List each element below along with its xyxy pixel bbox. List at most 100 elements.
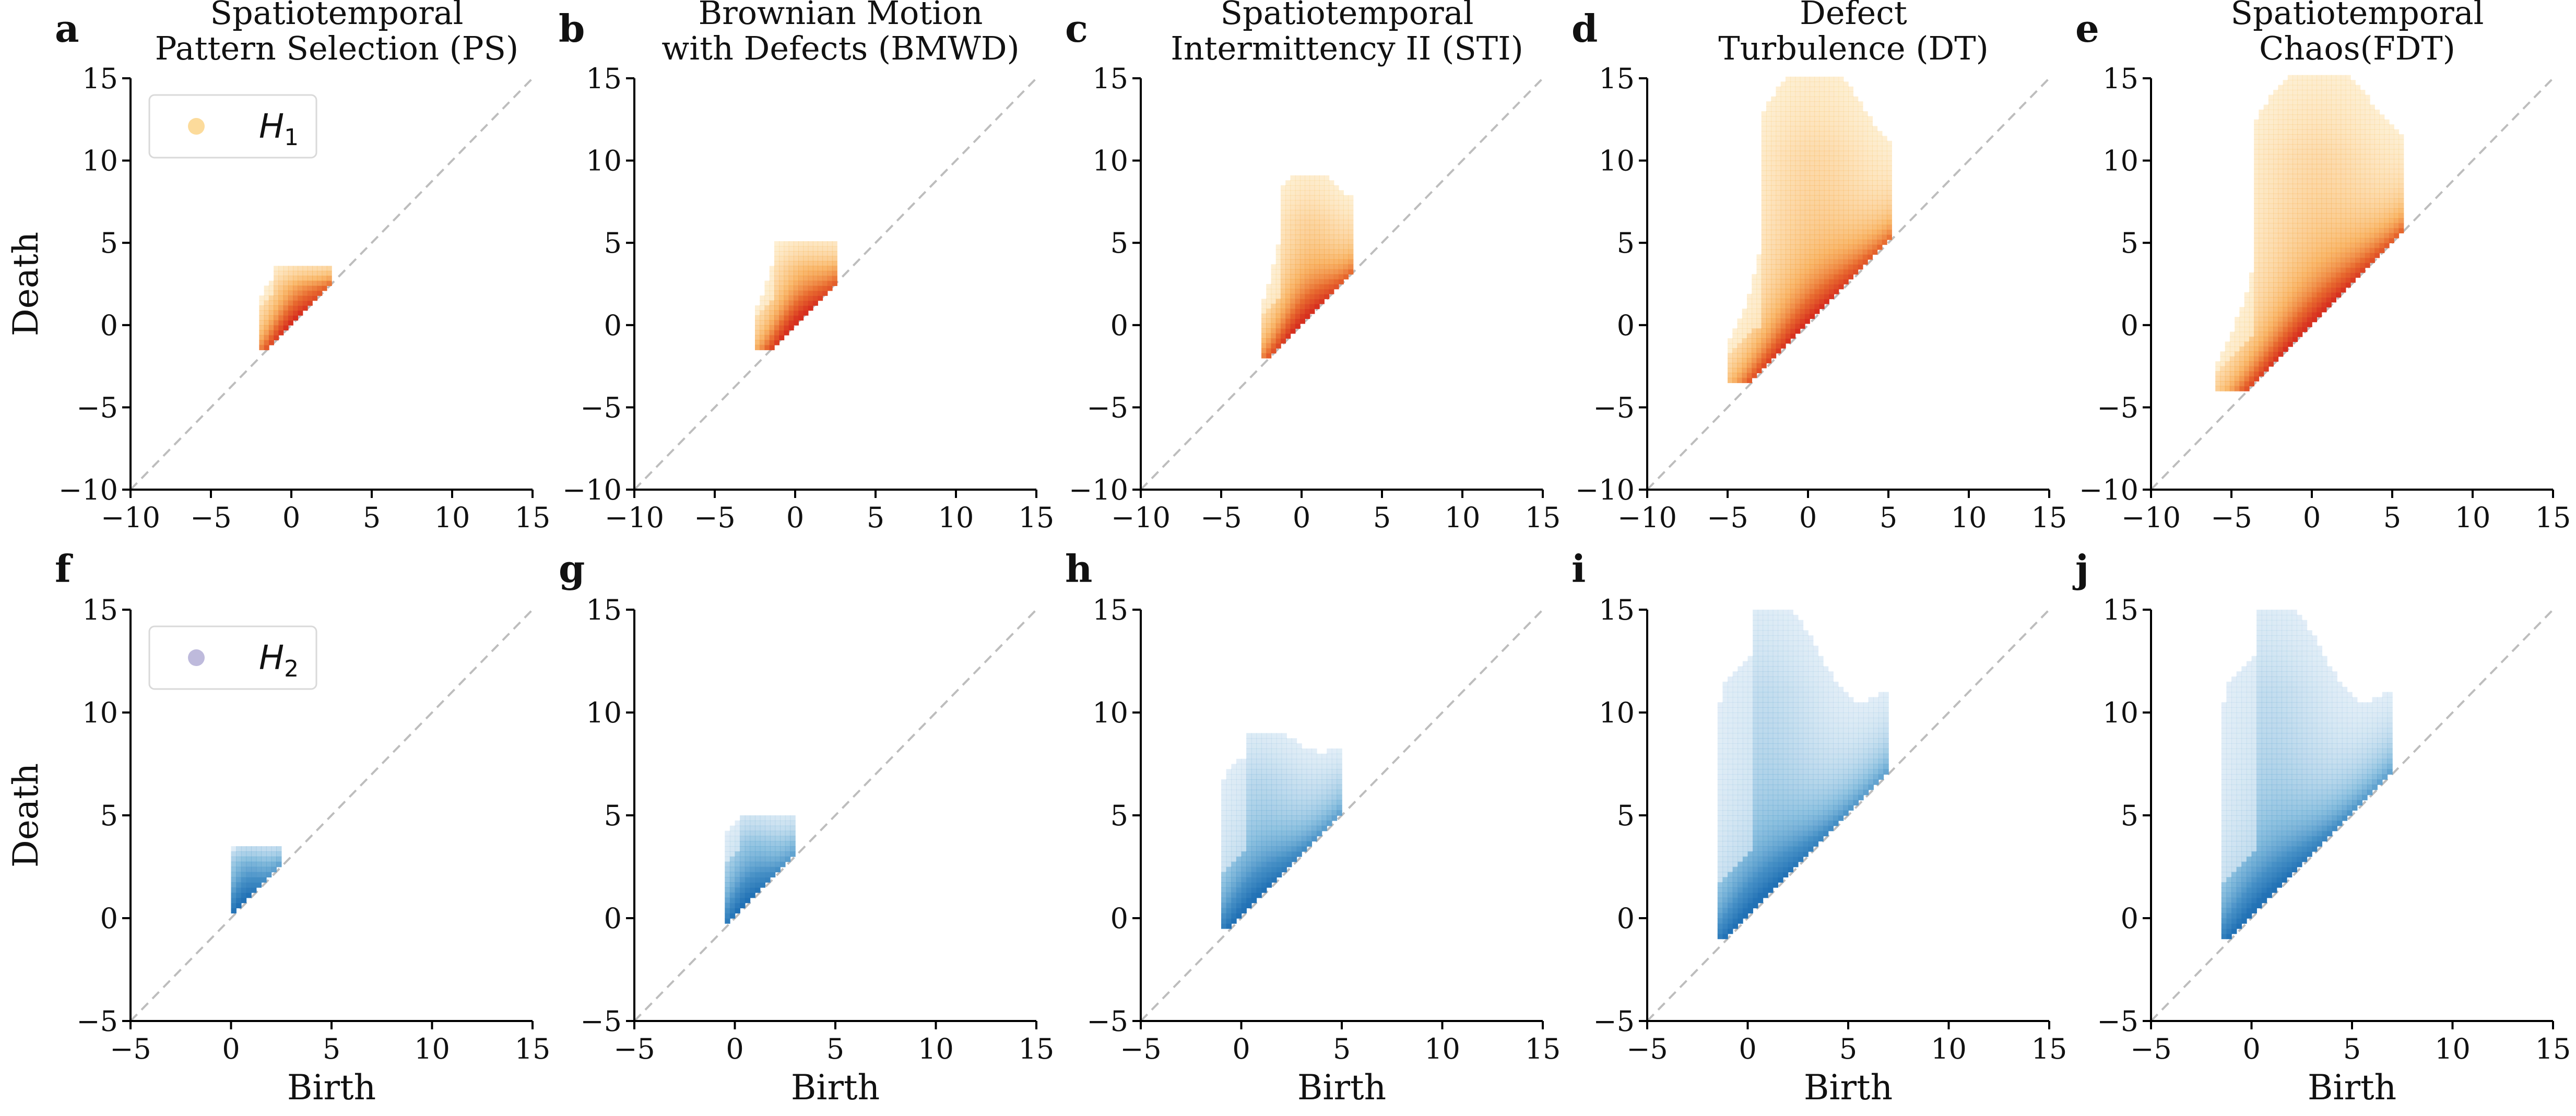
heatmap-cell (2389, 153, 2394, 160)
heatmap-cell (822, 251, 828, 257)
heatmap-cell (2350, 238, 2356, 243)
heatmap-cell (1776, 106, 1781, 112)
heatmap-cell (2321, 159, 2327, 164)
heatmap-cell (2307, 179, 2312, 184)
heatmap-cell (2345, 277, 2351, 283)
heatmap-cell (2273, 272, 2279, 278)
heatmap-cell (2254, 183, 2260, 189)
heatmap-cell (2259, 282, 2264, 288)
heatmap-cell (2341, 173, 2346, 180)
heatmap-cell (2273, 144, 2279, 150)
heatmap-cell (2365, 218, 2370, 224)
heatmap-cell (2331, 124, 2336, 130)
heatmap-cell (2239, 331, 2245, 337)
heatmap-cell (764, 325, 770, 331)
heatmap-cell (2336, 193, 2342, 199)
heatmap-cell (1728, 338, 1733, 344)
heatmap-cell (1804, 101, 1810, 107)
heatmap-cell (1804, 244, 1810, 250)
heatmap-cell (2336, 267, 2342, 273)
heatmap-cell (1848, 156, 1854, 161)
heatmap-cell (2317, 109, 2322, 115)
heatmap-cell (1314, 299, 1320, 304)
heatmap-cell (1236, 810, 1242, 816)
heatmap-cell (784, 330, 789, 336)
heatmap-cell (1231, 877, 1237, 883)
heatmap-cell (2254, 371, 2260, 377)
heatmap-cell (1327, 784, 1332, 790)
heatmap-cell (1728, 789, 1733, 796)
heatmap-cell (1338, 205, 1344, 210)
heatmap-cell (1246, 846, 1252, 852)
heatmap-cell (2360, 233, 2366, 239)
heatmap-cell (2394, 233, 2400, 239)
heatmap-cell (1231, 913, 1237, 919)
heatmap-cell (2225, 346, 2230, 352)
heatmap-cell (790, 846, 796, 852)
heatmap-cell (1761, 254, 1767, 260)
heatmap-cell (784, 315, 789, 321)
heatmap-cell (760, 325, 765, 331)
heatmap-cell (2268, 139, 2274, 145)
heatmap-cell (725, 866, 730, 873)
heatmap-cell (2287, 85, 2293, 90)
heatmap-cell (261, 866, 267, 873)
heatmap-cell (1742, 887, 1748, 893)
heatmap-cell (775, 836, 781, 842)
heatmap-cell (1872, 239, 1878, 245)
heatmap-cell (2345, 183, 2351, 189)
heatmap-cell (1732, 753, 1739, 759)
heatmap-cell (2384, 193, 2390, 199)
heatmap-cell (1819, 126, 1825, 132)
heatmap-cell (1738, 764, 1743, 770)
heatmap-cell (2312, 139, 2318, 145)
heatmap-cell (2293, 149, 2298, 155)
heatmap-cell (2239, 336, 2245, 342)
heatmap-cell (2379, 169, 2385, 174)
heatmap-cell (293, 266, 299, 271)
heatmap-cell (1810, 249, 1815, 255)
heatmap-cell (1834, 244, 1839, 250)
heatmap-cell (1737, 363, 1743, 369)
heatmap-cell (278, 280, 284, 286)
heatmap-cell (2336, 183, 2342, 189)
heatmap-cell (2350, 159, 2356, 164)
heatmap-cell (1290, 284, 1296, 290)
heatmap-cell (1271, 841, 1277, 847)
heatmap-cell (274, 330, 279, 336)
heatmap-cell (1776, 239, 1781, 245)
heatmap-cell (2331, 272, 2336, 278)
heatmap-cell (769, 320, 775, 326)
heatmap-cell (1271, 825, 1277, 832)
heatmap-cell (1810, 165, 1815, 171)
heatmap-cell (1795, 146, 1801, 151)
heatmap-cell (1290, 274, 1296, 280)
heatmap-cell (2369, 163, 2375, 170)
heatmap-cell (1824, 210, 1829, 216)
heatmap-cell (264, 290, 269, 296)
heatmap-cell (1761, 338, 1767, 344)
heatmap-cell (1804, 279, 1810, 284)
heatmap-cell (2355, 149, 2361, 155)
heatmap-cell (1804, 239, 1810, 245)
heatmap-cell (1810, 81, 1815, 87)
heatmap-cell (780, 856, 786, 862)
heatmap-cell (1295, 175, 1301, 181)
heatmap-cell (2263, 282, 2269, 288)
heatmap-cell (1299, 195, 1305, 201)
heatmap-cell (1314, 175, 1320, 181)
heatmap-cell (1814, 170, 1820, 176)
heatmap-cell (2263, 312, 2269, 317)
heatmap-cell (1275, 323, 1281, 329)
heatmap-cell (2278, 169, 2284, 174)
x-tick-label: 15 (515, 1032, 551, 1065)
heatmap-cell (1780, 156, 1786, 161)
heatmap-cell (785, 846, 791, 852)
heatmap-cell (827, 251, 833, 257)
heatmap-cell (2379, 247, 2385, 253)
heatmap-cell (1311, 789, 1317, 796)
heatmap-cell (2220, 366, 2226, 372)
heatmap-cell (1732, 373, 1738, 378)
heatmap-cell (283, 320, 289, 326)
heatmap-cell (1722, 805, 1728, 811)
